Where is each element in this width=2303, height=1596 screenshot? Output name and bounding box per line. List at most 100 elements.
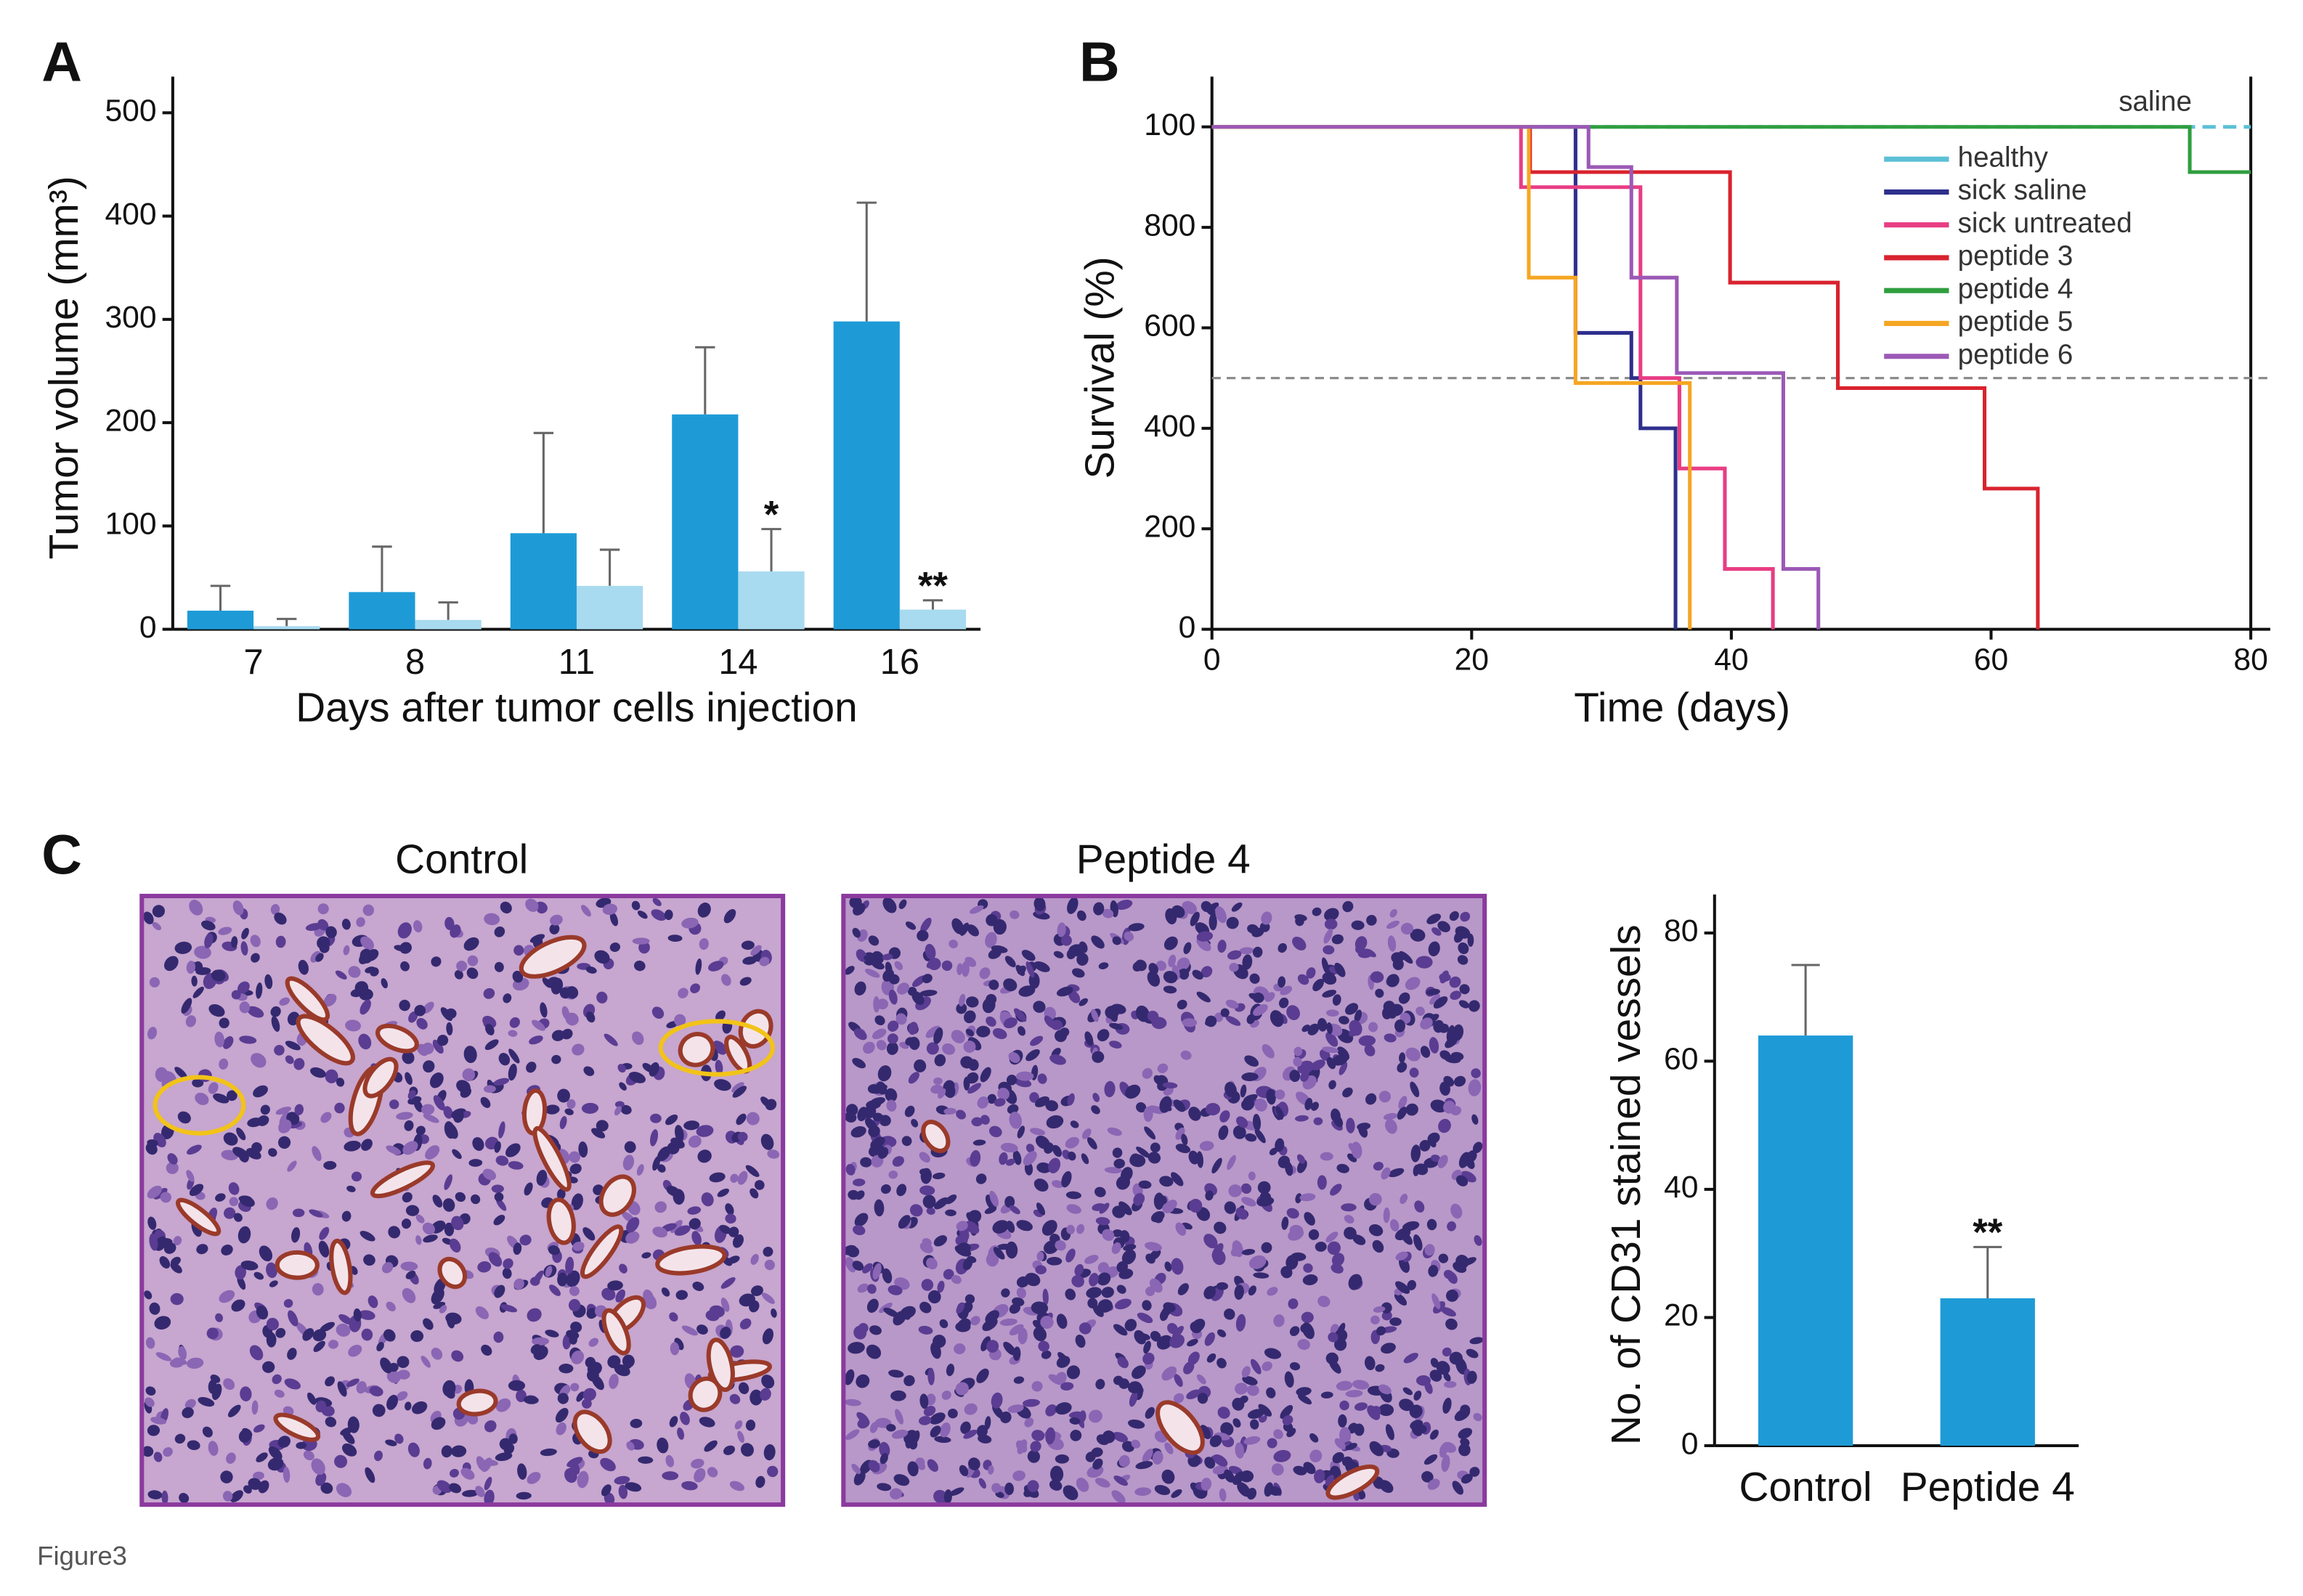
nucleus: [963, 1429, 978, 1439]
nucleus: [198, 1397, 215, 1407]
nucleus: [242, 1428, 253, 1438]
survival-line: [1211, 125, 1678, 630]
y-tick-label: 80: [1664, 913, 1698, 948]
nucleus: [582, 1388, 596, 1401]
nucleus: [927, 1367, 935, 1385]
nucleus: [1381, 1343, 1396, 1354]
nucleus: [380, 1357, 393, 1374]
nucleus: [1219, 1110, 1230, 1123]
nucleus: [690, 983, 701, 993]
nucleus: [1446, 1289, 1458, 1302]
micrograph: [841, 893, 1487, 1507]
nucleus: [261, 1361, 275, 1373]
nucleus: [1443, 1075, 1455, 1087]
nucleus: [503, 993, 512, 1003]
nucleus: [1304, 1212, 1315, 1226]
nucleus: [1468, 1079, 1482, 1096]
nucleus: [1203, 1286, 1216, 1300]
nucleus: [890, 1390, 906, 1401]
nucleus: [149, 1302, 161, 1315]
nucleus: [1454, 1408, 1471, 1422]
nucleus: [559, 1116, 567, 1130]
nucleus: [145, 1337, 155, 1349]
nucleus: [1254, 1098, 1267, 1112]
nucleus: [1013, 1008, 1027, 1022]
nucleus: [1046, 1115, 1064, 1129]
nucleus: [227, 1404, 241, 1417]
nucleus: [1201, 901, 1212, 913]
nucleus: [1278, 997, 1289, 1009]
nucleus: [622, 1155, 635, 1170]
nucleus: [195, 967, 211, 975]
nucleus: [1113, 1324, 1128, 1336]
nucleus: [1091, 935, 1105, 949]
nucleus: [293, 1058, 305, 1070]
nucleus: [898, 899, 907, 909]
nucleus: [1124, 932, 1134, 942]
nucleus: [1399, 1052, 1406, 1063]
nucleus: [970, 1150, 981, 1167]
nucleus: [1388, 1168, 1405, 1178]
nucleus: [1280, 985, 1293, 996]
nucleus: [1259, 1192, 1272, 1202]
nucleus: [1266, 1387, 1276, 1398]
nucleus: [309, 1209, 323, 1218]
nucleus: [1031, 1301, 1049, 1315]
nucleus: [536, 1170, 548, 1186]
nucleus: [1041, 1220, 1057, 1236]
nucleus: [1111, 1490, 1126, 1504]
nucleus: [1400, 1231, 1413, 1245]
nucleus: [155, 1352, 171, 1361]
nucleus: [405, 1401, 412, 1411]
nucleus: [440, 1007, 453, 1022]
nucleus: [1331, 1253, 1345, 1267]
nucleus: [1275, 1106, 1284, 1118]
nucleus: [1066, 948, 1076, 960]
nucleus: [292, 1208, 305, 1218]
nucleus: [1397, 1062, 1408, 1073]
nucleus: [767, 1149, 780, 1159]
nucleus: [989, 1190, 999, 1208]
nucleus: [911, 991, 925, 1006]
nucleus: [1437, 921, 1450, 932]
nucleus: [401, 1218, 412, 1229]
nucleus: [922, 1194, 936, 1209]
nucleus: [619, 1082, 627, 1091]
nucleus: [267, 1457, 284, 1471]
nucleus: [992, 1028, 1007, 1040]
nucleus: [481, 1344, 492, 1356]
nucleus: [894, 961, 903, 971]
nucleus: [1211, 1157, 1222, 1174]
nucleus: [1124, 1084, 1141, 1099]
nucleus: [651, 909, 667, 921]
nucleus: [396, 1391, 408, 1401]
y-tick-label: 200: [105, 403, 156, 438]
nucleus: [274, 912, 287, 925]
nucleus: [1147, 971, 1161, 987]
nucleus: [407, 1090, 416, 1100]
bar: [738, 571, 805, 630]
nucleus: [991, 1483, 1002, 1494]
nucleus: [1142, 1449, 1153, 1463]
nucleus: [919, 1185, 935, 1196]
nucleus: [687, 1206, 702, 1215]
nucleus: [750, 1253, 759, 1265]
nucleus: [356, 1381, 367, 1394]
nucleus: [1296, 1154, 1306, 1164]
nucleus: [1428, 1265, 1439, 1277]
nucleus: [163, 956, 179, 972]
nucleus: [576, 1391, 585, 1402]
nucleus: [206, 1327, 219, 1340]
bar: [833, 321, 900, 630]
nucleus: [1415, 956, 1433, 969]
nucleus: [317, 936, 330, 950]
nucleus: [991, 945, 1008, 953]
nucleus: [750, 945, 762, 956]
nucleus: [1171, 1489, 1182, 1499]
nucleus: [1074, 1263, 1084, 1277]
nucleus: [1159, 1176, 1174, 1187]
nucleus: [976, 1425, 988, 1438]
nucleus: [1148, 1152, 1161, 1164]
nucleus: [650, 1129, 659, 1147]
nucleus: [1129, 1391, 1138, 1407]
